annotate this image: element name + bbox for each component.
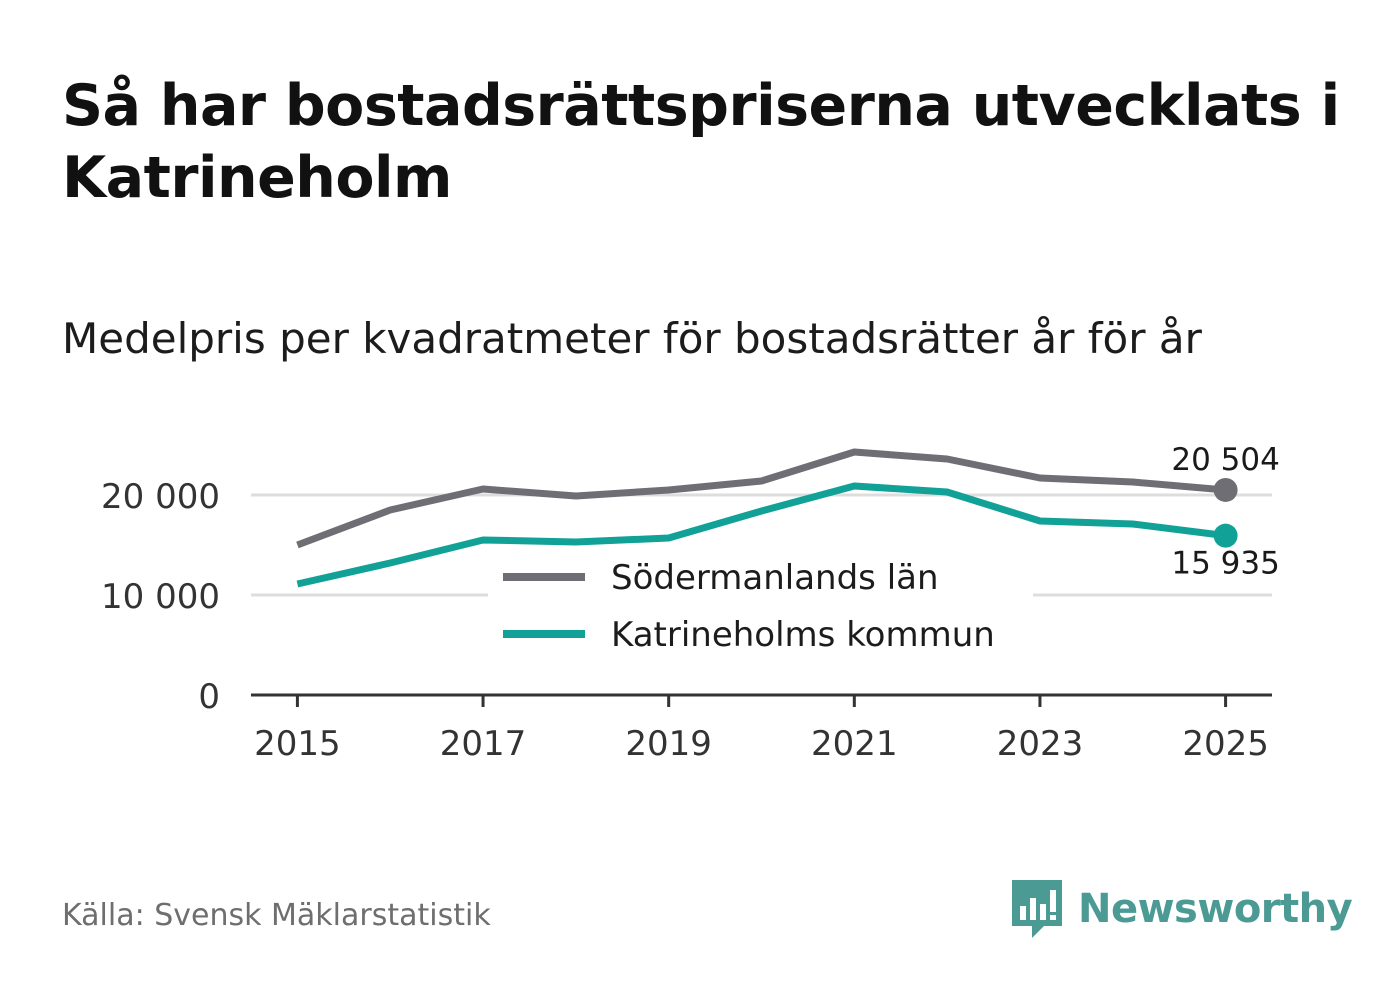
newsworthy-logo-text: Newsworthy [1078, 886, 1353, 932]
x-tick-label: 2021 [811, 724, 898, 764]
data-label: 15 935 [1171, 546, 1279, 582]
newsworthy-logo-icon [1012, 880, 1062, 938]
x-axis: 2015 2017 2019 2021 2023 2025 [251, 693, 1272, 764]
end-labels: 20 504 15 935 [1171, 442, 1279, 582]
legend: Södermanlands län Katrineholms kommun [488, 552, 1033, 655]
series-lines [296, 448, 1238, 588]
x-tick-label: 2019 [625, 724, 712, 764]
y-tick-label: 10 000 [101, 577, 220, 617]
series-end-marker [1213, 523, 1238, 548]
chart-title: Så har bostadsrättspriserna utvecklats i… [62, 73, 1340, 211]
legend-label: Södermanlands län [611, 558, 939, 598]
series-end-marker [1213, 477, 1238, 502]
series-line [296, 448, 1226, 549]
series-line [296, 482, 1227, 588]
x-tick-label: 2025 [1182, 724, 1269, 764]
newsworthy-logo: Newsworthy [1010, 876, 1353, 942]
x-tick-label: 2015 [254, 724, 341, 764]
data-label: 20 504 [1171, 442, 1279, 478]
y-tick-label: 20 000 [101, 477, 220, 517]
y-tick-label: 0 [198, 677, 220, 717]
y-axis-ticks: 0 10 000 20 000 [101, 477, 220, 717]
x-tick-label: 2023 [997, 724, 1084, 764]
chart-subtitle: Medelpris per kvadratmeter för bostadsrä… [62, 314, 1202, 363]
x-tick-label: 2017 [440, 724, 527, 764]
legend-label: Katrineholms kommun [611, 615, 995, 655]
source-note: Källa: Svensk Mäklarstatistik [62, 898, 491, 933]
